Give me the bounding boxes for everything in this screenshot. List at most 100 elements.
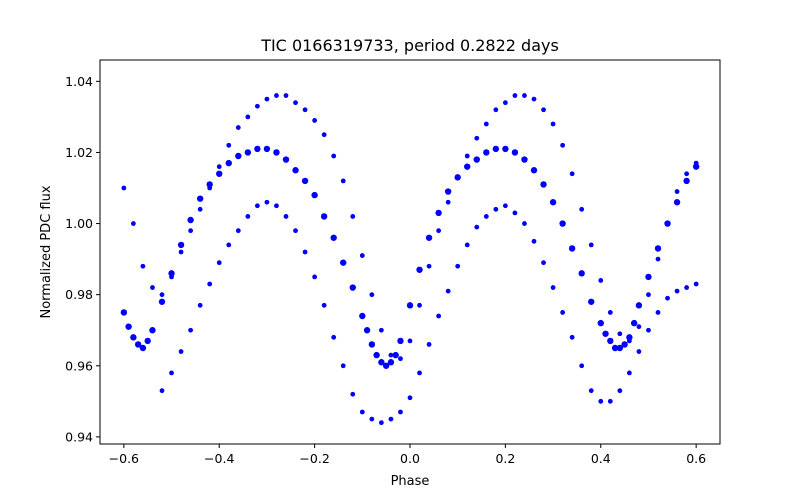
data-point-upper <box>531 96 537 102</box>
data-point-upper <box>369 292 375 298</box>
data-point-lower <box>207 281 213 287</box>
data-point-upper <box>302 107 308 113</box>
data-point-lower <box>226 242 232 248</box>
data-point-lower <box>474 224 480 230</box>
data-point-main <box>578 270 585 277</box>
data-point-upper <box>626 338 632 344</box>
data-point-main <box>168 270 175 277</box>
data-point-main <box>444 188 452 195</box>
data-point-lower <box>684 285 690 290</box>
data-point-upper <box>283 93 289 98</box>
data-point-lower <box>274 203 279 209</box>
y-axis-ticks: 0.94 0.96 0.98 1.00 1.02 1.04 <box>65 74 100 444</box>
data-point-main <box>363 327 371 334</box>
data-point-main <box>330 234 337 241</box>
data-point-upper <box>207 185 213 191</box>
data-point-upper <box>293 100 298 106</box>
data-point-main <box>616 344 624 352</box>
chart-title: TIC 0166319733, period 0.2822 days <box>260 36 559 55</box>
data-point-lower <box>655 310 661 315</box>
data-point-main <box>568 245 576 252</box>
data-point-lower <box>665 295 670 301</box>
data-point-upper <box>483 121 489 127</box>
data-point-main <box>483 149 490 156</box>
data-point-main <box>645 273 652 281</box>
data-point-lower <box>636 349 642 354</box>
data-point-main <box>196 195 204 202</box>
data-point-upper <box>321 132 327 138</box>
data-point-main <box>125 323 132 330</box>
data-point-lower <box>350 391 356 397</box>
data-point-main <box>225 159 232 167</box>
data-point-main <box>301 177 309 185</box>
data-point-main <box>502 145 509 153</box>
data-point-upper <box>655 256 661 262</box>
data-point-upper <box>216 164 222 170</box>
data-point-lower <box>369 416 375 422</box>
data-point-upper <box>140 263 146 269</box>
y-tick-label: 0.94 <box>65 429 93 444</box>
x-tick-label: −0.4 <box>204 451 234 466</box>
data-point-upper <box>159 292 165 298</box>
data-point-main <box>378 359 385 366</box>
data-point-main <box>340 259 347 266</box>
data-point-upper <box>569 171 575 177</box>
data-point-upper <box>388 352 394 358</box>
data-point-main <box>216 170 223 177</box>
data-point-lower <box>378 420 384 426</box>
y-tick-label: 1.00 <box>65 216 93 231</box>
data-point-upper <box>378 327 384 333</box>
data-point-main <box>416 266 423 273</box>
data-point-upper <box>674 189 680 194</box>
data-point-upper <box>254 103 260 109</box>
data-point-main <box>292 167 299 174</box>
data-point-main <box>349 284 356 291</box>
data-point-main <box>282 156 290 163</box>
data-point-upper <box>464 153 470 159</box>
data-point-lower <box>693 281 699 287</box>
data-point-lower <box>407 395 413 401</box>
data-point-upper <box>579 206 585 212</box>
data-point-main <box>263 145 271 153</box>
data-point-main <box>530 167 538 174</box>
data-point-upper <box>359 253 365 258</box>
data-point-main <box>511 149 519 156</box>
data-point-main <box>144 337 151 345</box>
data-point-lower <box>169 370 174 376</box>
data-point-main <box>320 213 328 220</box>
data-point-main <box>373 351 380 359</box>
data-point-upper <box>188 228 194 234</box>
data-point-lower <box>483 214 489 219</box>
data-point-main <box>177 241 185 249</box>
y-tick-label: 1.04 <box>65 74 93 89</box>
data-point-upper <box>417 302 422 308</box>
data-point-main <box>254 145 261 153</box>
data-point-lower <box>493 206 499 212</box>
data-point-lower <box>264 199 270 205</box>
data-point-upper <box>617 331 623 337</box>
data-point-upper <box>684 171 690 177</box>
data-point-lower <box>674 288 680 294</box>
data-point-main <box>626 334 633 341</box>
data-point-main <box>273 149 280 156</box>
data-point-upper <box>560 142 566 148</box>
y-tick-label: 1.02 <box>65 145 93 160</box>
data-point-lower <box>531 238 537 244</box>
data-point-lower <box>646 327 651 333</box>
data-point-lower <box>445 288 451 294</box>
data-point-main <box>597 319 604 327</box>
data-point-main <box>611 344 619 352</box>
data-point-main <box>588 298 595 305</box>
data-point-main <box>621 341 628 348</box>
data-point-upper <box>178 249 184 255</box>
data-point-main <box>683 177 690 185</box>
data-point-lower <box>588 388 594 394</box>
y-tick-label: 0.98 <box>65 287 93 302</box>
data-point-main <box>673 199 681 206</box>
data-point-upper <box>474 135 480 141</box>
data-point-upper <box>331 153 337 159</box>
data-point-main <box>158 298 166 305</box>
data-point-main <box>630 319 638 327</box>
data-point-upper <box>665 221 670 226</box>
